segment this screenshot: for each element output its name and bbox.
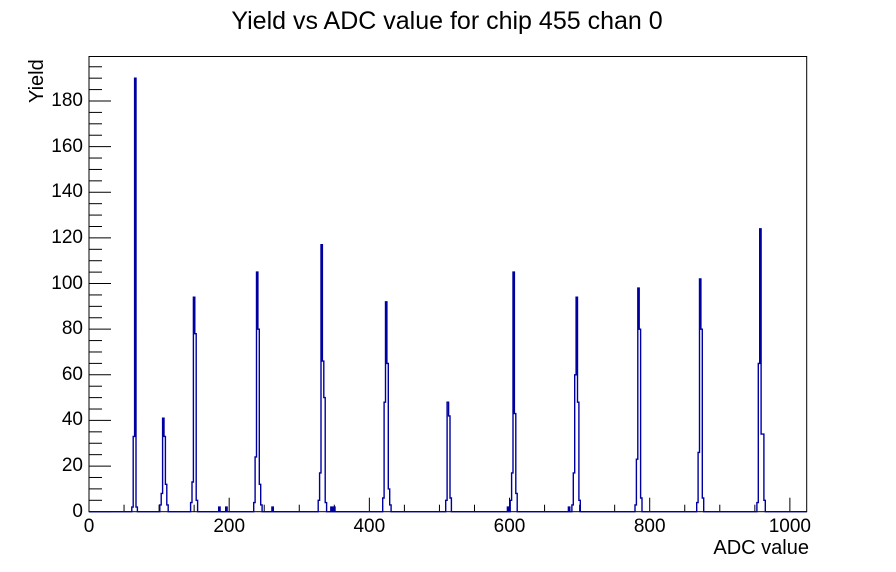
y-tick-label: 40 [61, 409, 83, 431]
y-tick-label: 160 [51, 135, 83, 157]
plot-frame [88, 56, 808, 513]
y-tick-label: 20 [61, 455, 83, 477]
y-tick-label: 180 [51, 89, 83, 111]
histogram-line [89, 77, 807, 513]
y-tick-label: 80 [61, 318, 83, 340]
x-axis-title: ADC value [713, 537, 809, 559]
x-tick-label: 1000 [768, 516, 812, 537]
x-tick-label: 400 [353, 516, 386, 537]
x-tick-label: 600 [493, 516, 526, 537]
y-tick-label: 0 [72, 500, 83, 522]
y-tick-label: 140 [51, 181, 83, 203]
x-tick-label: 0 [83, 516, 95, 537]
y-tick-label: 120 [51, 226, 83, 248]
y-tick-label: 60 [61, 363, 83, 385]
y-tick-label: 100 [51, 272, 83, 294]
chart-title: Yield vs ADC value for chip 455 chan 0 [231, 7, 663, 35]
x-tick-label: 800 [633, 516, 666, 537]
x-tick-label: 200 [213, 516, 246, 537]
